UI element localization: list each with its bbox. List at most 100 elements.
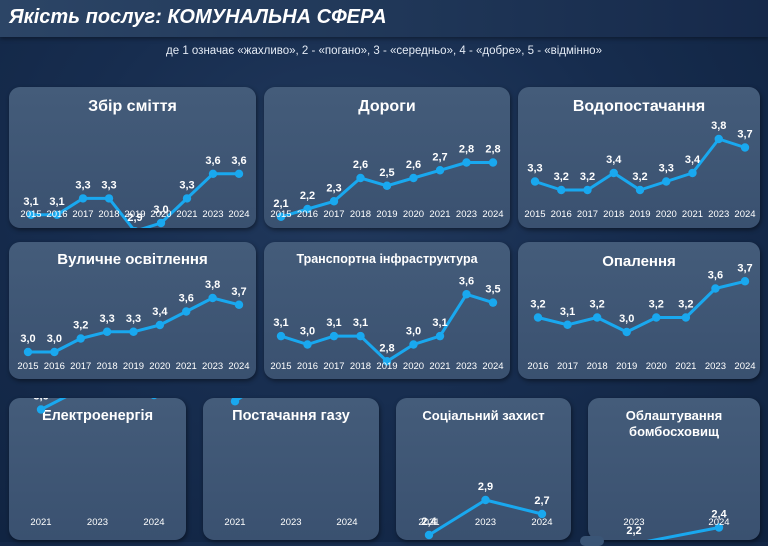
data-label: 3,3 — [75, 179, 90, 191]
data-point — [534, 313, 542, 321]
data-label: 3,2 — [678, 299, 693, 311]
x-tick-label: 2020 — [149, 361, 170, 372]
data-point — [209, 170, 217, 178]
x-tick-label: 2023 — [623, 517, 644, 528]
data-point — [636, 186, 644, 194]
x-tick-label: 2016 — [297, 209, 318, 220]
chart-plot: 3,64,14,1202120232024 — [203, 398, 379, 540]
x-tick-label: 2017 — [577, 209, 598, 220]
x-tick-label: 2018 — [98, 209, 119, 220]
data-point — [77, 334, 85, 342]
x-tick-label: 2024 — [531, 517, 552, 528]
data-label: 3,6 — [205, 155, 220, 167]
x-tick-label: 2015 — [17, 361, 38, 372]
data-label: 3,2 — [589, 299, 604, 311]
x-tick-label: 2019 — [124, 209, 145, 220]
data-label: 2,8 — [379, 342, 394, 354]
data-point — [303, 340, 311, 348]
data-label: 3,0 — [300, 326, 315, 338]
data-label: 3,2 — [530, 299, 545, 311]
data-point — [157, 219, 165, 227]
x-tick-label: 2020 — [403, 361, 424, 372]
x-tick-label: 2019 — [616, 361, 637, 372]
x-tick-label: 2021 — [30, 517, 51, 528]
data-label: 2,8 — [459, 144, 474, 156]
data-label: 3,7 — [737, 262, 752, 274]
data-label: 2,6 — [353, 159, 368, 171]
data-label: 3,8 — [711, 120, 726, 132]
x-tick-label: 2024 — [708, 517, 729, 528]
data-label: 3,5 — [485, 284, 500, 296]
data-point — [156, 321, 164, 329]
x-tick-label: 2015 — [270, 209, 291, 220]
x-tick-label: 2018 — [350, 361, 371, 372]
data-label: 3,1 — [560, 306, 575, 318]
data-point — [563, 321, 571, 329]
x-tick-label: 2018 — [350, 209, 371, 220]
scale-legend: де 1 означає «жахливо», 2 - «погано», 3 … — [0, 45, 768, 57]
data-point — [682, 313, 690, 321]
x-tick-label: 2021 — [418, 517, 439, 528]
data-point — [662, 177, 670, 185]
data-label: 3,6 — [179, 293, 194, 305]
data-point — [741, 143, 749, 151]
x-tick-label: 2023 — [202, 209, 223, 220]
data-point — [409, 174, 417, 182]
data-point — [715, 135, 723, 143]
data-label: 3,2 — [554, 171, 569, 183]
x-tick-label: 2020 — [656, 209, 677, 220]
data-label: 2,2 — [300, 190, 315, 202]
data-point — [436, 332, 444, 340]
x-tick-label: 2018 — [587, 361, 608, 372]
data-label: 2,5 — [379, 167, 394, 179]
data-point — [481, 496, 489, 504]
data-point — [425, 531, 433, 539]
data-label: 2,7 — [534, 495, 549, 507]
data-label: 3,0 — [406, 326, 421, 338]
data-label: 3,2 — [649, 299, 664, 311]
title-bar: Якість послуг: КОМУНАЛЬНА СФЕРА — [0, 0, 768, 37]
data-point — [593, 313, 601, 321]
data-label: 3,8 — [205, 279, 220, 291]
data-label: 3,1 — [49, 196, 64, 208]
data-label: 2,9 — [478, 481, 493, 493]
data-label: 2,3 — [326, 182, 341, 194]
x-tick-label: 2016 — [46, 209, 67, 220]
data-point — [24, 348, 32, 356]
data-point — [235, 170, 243, 178]
data-label: 3,6 — [231, 155, 246, 167]
data-point — [652, 313, 660, 321]
data-point — [741, 277, 749, 285]
x-tick-label: 2024 — [734, 361, 755, 372]
data-label: 3,3 — [101, 179, 116, 191]
data-point — [129, 328, 137, 336]
data-label: 2,6 — [406, 159, 421, 171]
data-point — [356, 174, 364, 182]
data-point — [330, 197, 338, 205]
data-point — [208, 294, 216, 302]
data-label: 2,7 — [432, 151, 447, 163]
data-point — [531, 177, 539, 185]
x-tick-label: 2019 — [123, 361, 144, 372]
data-point — [150, 398, 158, 399]
data-point — [231, 398, 239, 405]
chart-plot: 3,64,03,8202120232024 — [9, 398, 186, 540]
x-tick-label: 2015 — [20, 209, 41, 220]
data-point — [235, 301, 243, 309]
x-tick-label: 2024 — [482, 209, 503, 220]
data-label: 3,1 — [432, 317, 447, 329]
data-point — [330, 332, 338, 340]
x-tick-label: 2021 — [429, 209, 450, 220]
data-point — [277, 332, 285, 340]
data-label: 3,2 — [580, 171, 595, 183]
data-label: 3,1 — [273, 317, 288, 329]
data-label: 3,6 — [708, 270, 723, 282]
data-label: 3,4 — [152, 306, 168, 318]
